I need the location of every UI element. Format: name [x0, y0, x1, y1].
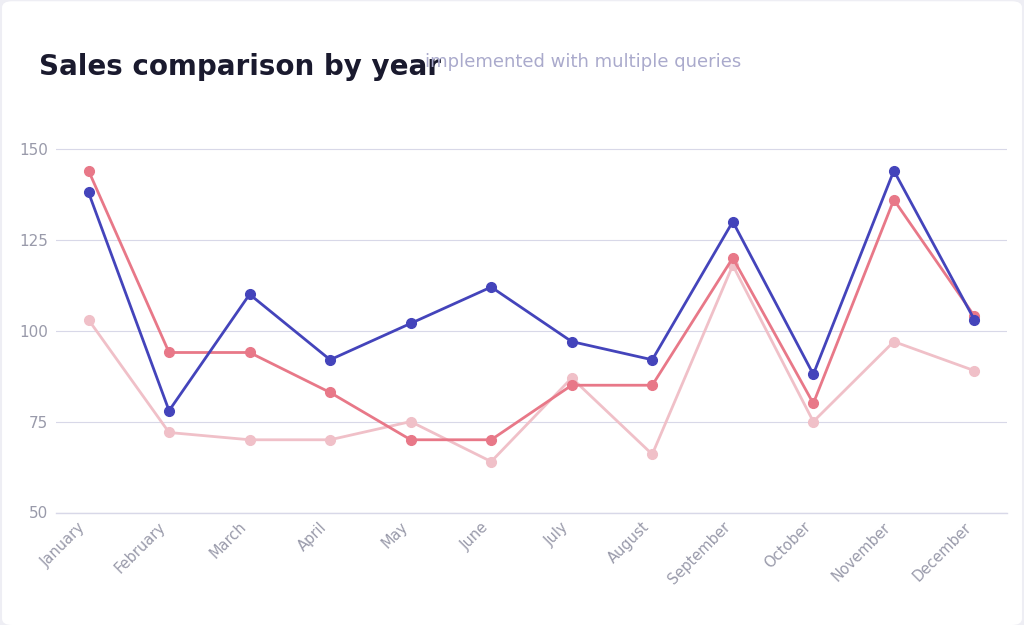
Text: Sales comparison by year: Sales comparison by year: [39, 53, 441, 81]
Text: implemented with multiple queries: implemented with multiple queries: [425, 53, 741, 71]
